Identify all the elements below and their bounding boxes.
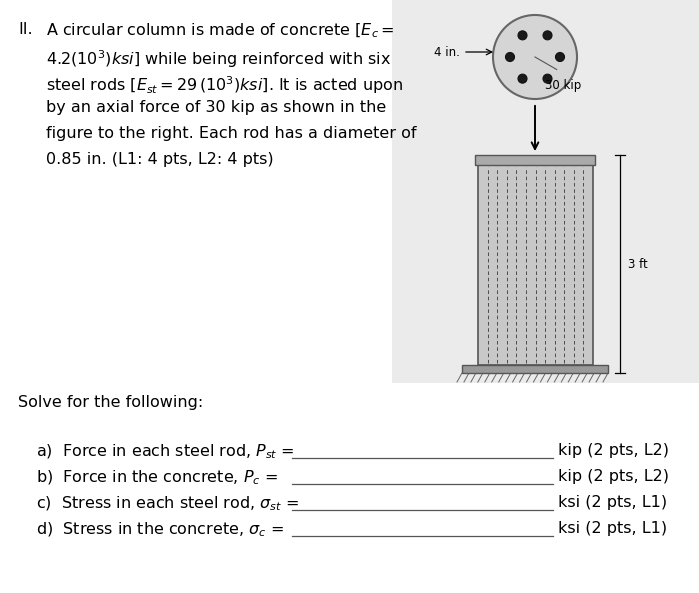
Bar [475, 155, 595, 165]
Text: kip (2 pts, L2): kip (2 pts, L2) [558, 443, 669, 458]
Text: kip (2 pts, L2): kip (2 pts, L2) [558, 469, 669, 484]
Text: Solve for the following:: Solve for the following: [18, 395, 203, 410]
Text: d)  Stress in the concrete, $\sigma_c$ =: d) Stress in the concrete, $\sigma_c$ = [36, 521, 284, 540]
Text: $4.2(10^3)ksi]$ while being reinforced with six: $4.2(10^3)ksi]$ while being reinforced w… [46, 48, 391, 70]
Circle shape [518, 31, 527, 40]
Circle shape [556, 53, 565, 62]
Text: steel rods $[E_{st} = 29\,(10^3)ksi]$. It is acted upon: steel rods $[E_{st} = 29\,(10^3)ksi]$. I… [46, 74, 403, 95]
Bar [478, 165, 593, 365]
Circle shape [543, 74, 552, 83]
Text: by an axial force of 30 kip as shown in the: by an axial force of 30 kip as shown in … [46, 100, 387, 115]
Text: 30 kip: 30 kip [545, 79, 582, 92]
Text: b)  Force in the concrete, $P_c$ =: b) Force in the concrete, $P_c$ = [36, 469, 278, 487]
Text: 3 ft: 3 ft [628, 257, 648, 270]
Text: figure to the right. Each rod has a diameter of: figure to the right. Each rod has a diam… [46, 126, 417, 141]
Text: c)  Stress in each steel rod, $\sigma_{st}$ =: c) Stress in each steel rod, $\sigma_{st… [36, 495, 299, 514]
Text: 0.85 in. (L1: 4 pts, L2: 4 pts): 0.85 in. (L1: 4 pts, L2: 4 pts) [46, 152, 273, 167]
Bar [392, 0, 699, 383]
Text: A circular column is made of concrete $[E_c =$: A circular column is made of concrete $[… [46, 22, 394, 40]
Bar [462, 365, 608, 373]
Circle shape [543, 31, 552, 40]
Text: a)  Force in each steel rod, $P_{st}$ =: a) Force in each steel rod, $P_{st}$ = [36, 443, 294, 461]
Text: ksi (2 pts, L1): ksi (2 pts, L1) [558, 521, 667, 536]
Circle shape [493, 15, 577, 99]
Text: II.: II. [18, 22, 33, 37]
Text: 4 in.: 4 in. [434, 46, 460, 59]
Circle shape [518, 74, 527, 83]
Circle shape [505, 53, 514, 62]
Text: ksi (2 pts, L1): ksi (2 pts, L1) [558, 495, 667, 510]
